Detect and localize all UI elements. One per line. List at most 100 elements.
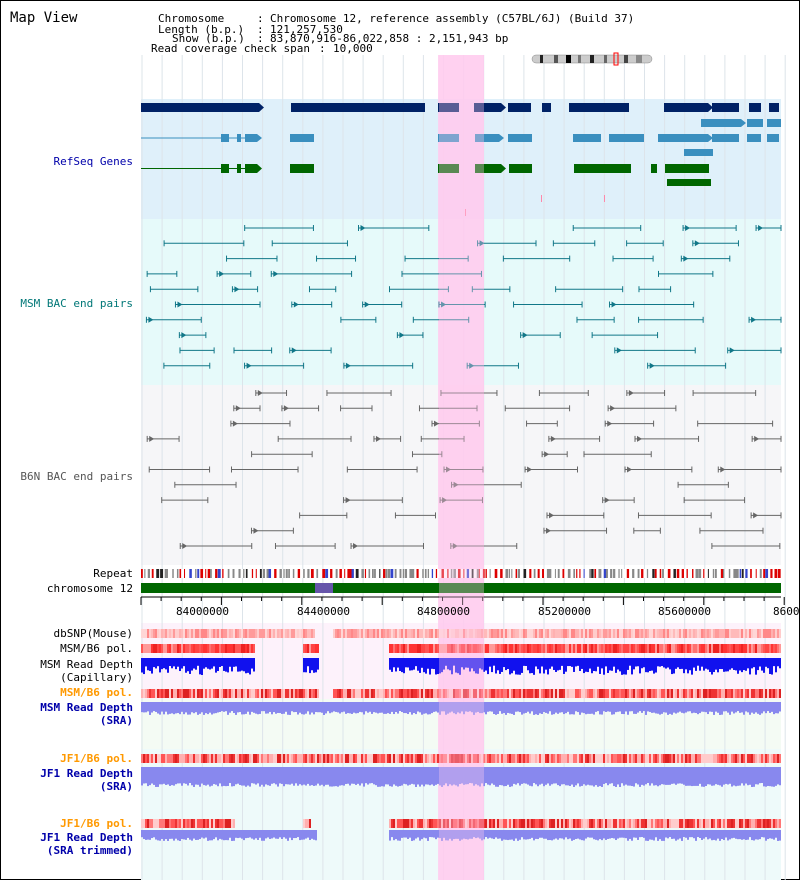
depth-bar — [197, 702, 199, 715]
heat-cell — [467, 644, 469, 653]
heat-cell — [489, 689, 491, 698]
heat-cell — [425, 644, 427, 653]
heat-cell — [269, 629, 271, 638]
depth-bar — [449, 658, 451, 671]
depth-bar — [257, 830, 259, 840]
heat-cell — [355, 754, 357, 763]
depth-bar — [223, 767, 225, 786]
depth-bar — [321, 767, 323, 785]
heat-cell — [595, 689, 597, 698]
depth-bar — [391, 702, 393, 712]
depth-bar — [281, 702, 283, 714]
depth-bar — [663, 767, 665, 785]
heat-cell — [587, 629, 589, 638]
info-length-key: Length (b.p.) — [158, 23, 245, 36]
depth-bar — [531, 658, 533, 674]
heat-cell — [307, 819, 309, 828]
ruler-tick-label: 85200000 — [538, 605, 591, 618]
depth-bar — [675, 702, 677, 714]
repeat-element — [347, 569, 350, 578]
depth-bar — [583, 702, 585, 714]
bac-pair-arrow — [479, 240, 485, 247]
heat-cell — [371, 754, 373, 763]
heat-cell — [439, 629, 441, 638]
depth-bar — [141, 830, 143, 838]
heat-cell — [563, 754, 565, 763]
heat-cell — [391, 689, 393, 698]
depth-bar — [205, 702, 207, 714]
heat-cell — [745, 629, 747, 638]
depth-bar — [183, 767, 185, 784]
heat-cell — [195, 629, 197, 638]
heat-cell — [569, 644, 571, 653]
depth-bar — [155, 767, 157, 787]
heat-cell — [431, 819, 433, 828]
repeat-element — [654, 569, 657, 578]
depth-bar — [601, 767, 603, 787]
depth-bar — [159, 830, 161, 841]
heat-cell — [145, 629, 147, 638]
depth-bar — [553, 830, 555, 840]
heat-cell — [313, 629, 315, 638]
heat-cell — [611, 629, 613, 638]
gene-exon — [747, 134, 761, 142]
depth-bar — [295, 767, 297, 784]
depth-bar — [669, 658, 671, 670]
track-label-msm-b6-pol-1: MSM/B6 pol. — [60, 642, 133, 655]
depth-bar — [465, 767, 467, 785]
depth-bar — [399, 702, 401, 712]
depth-bar — [285, 767, 287, 785]
heat-cell — [311, 629, 313, 638]
heat-cell — [767, 644, 769, 653]
heat-cell — [765, 629, 767, 638]
depth-bar — [549, 658, 551, 669]
heat-cell — [437, 689, 439, 698]
repeat-element — [591, 569, 594, 578]
depth-bar — [519, 658, 521, 675]
heat-cell — [599, 754, 601, 763]
heat-cell — [243, 754, 245, 763]
depth-bar — [533, 767, 535, 784]
heat-cell — [643, 689, 645, 698]
heat-cell — [565, 754, 567, 763]
heat-cell — [705, 689, 707, 698]
bac-pair-arrow — [345, 497, 351, 504]
depth-bar — [589, 767, 591, 786]
depth-bar — [677, 767, 679, 784]
repeat-element — [279, 569, 282, 578]
heat-cell — [625, 644, 627, 653]
heat-cell — [315, 754, 317, 763]
heat-cell — [673, 644, 675, 653]
depth-bar — [185, 830, 187, 840]
heat-cell — [265, 629, 267, 638]
depth-bar — [467, 767, 469, 785]
depth-bar — [665, 702, 667, 713]
heat-cell — [689, 689, 691, 698]
heat-cell — [303, 644, 305, 653]
depth-bar — [191, 767, 193, 786]
heat-cell — [661, 819, 663, 828]
heat-cell — [549, 629, 551, 638]
depth-bar — [509, 830, 511, 840]
heat-cell — [269, 689, 271, 698]
heat-cell — [171, 644, 173, 653]
depth-bar — [659, 830, 661, 840]
depth-bar — [191, 830, 193, 841]
depth-bar — [619, 702, 621, 712]
depth-bar — [173, 658, 175, 667]
depth-bar — [391, 767, 393, 787]
depth-bar — [573, 767, 575, 787]
heat-cell — [571, 644, 573, 653]
heat-cell — [521, 819, 523, 828]
heat-cell — [171, 629, 173, 638]
gene-exon — [221, 134, 229, 142]
heat-cell — [183, 629, 185, 638]
section-label-msm-bac: MSM BAC end pairs — [20, 297, 133, 310]
depth-bar — [669, 767, 671, 785]
heat-cell — [515, 629, 517, 638]
heat-cell — [377, 629, 379, 638]
depth-bar — [577, 830, 579, 839]
heat-cell — [591, 819, 593, 828]
